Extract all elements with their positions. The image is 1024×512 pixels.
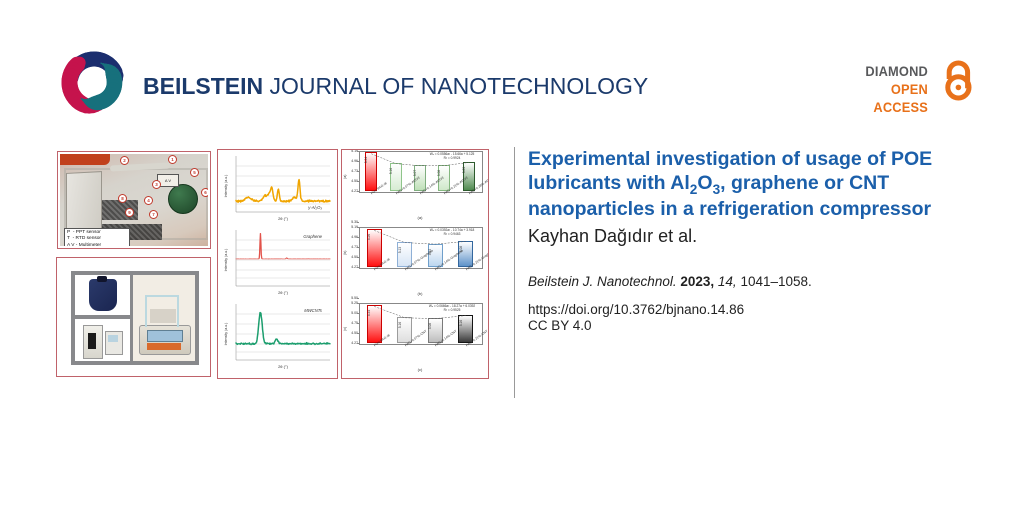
svg-text:Graphene: Graphene bbox=[303, 234, 322, 239]
svg-text:Intensity (a.u.): Intensity (a.u.) bbox=[224, 249, 228, 272]
svg-text:MWCNTs: MWCNTs bbox=[304, 308, 323, 313]
svg-text:Intensity (a.u.): Intensity (a.u.) bbox=[224, 175, 228, 198]
svg-text:2θ (°): 2θ (°) bbox=[278, 364, 288, 369]
svg-text:Intensity (a.u.): Intensity (a.u.) bbox=[224, 323, 228, 346]
svg-text:γ-Al₂O₃: γ-Al₂O₃ bbox=[308, 205, 322, 210]
svg-text:2θ (°): 2θ (°) bbox=[278, 216, 288, 221]
svg-text:2θ (°): 2θ (°) bbox=[278, 290, 288, 295]
